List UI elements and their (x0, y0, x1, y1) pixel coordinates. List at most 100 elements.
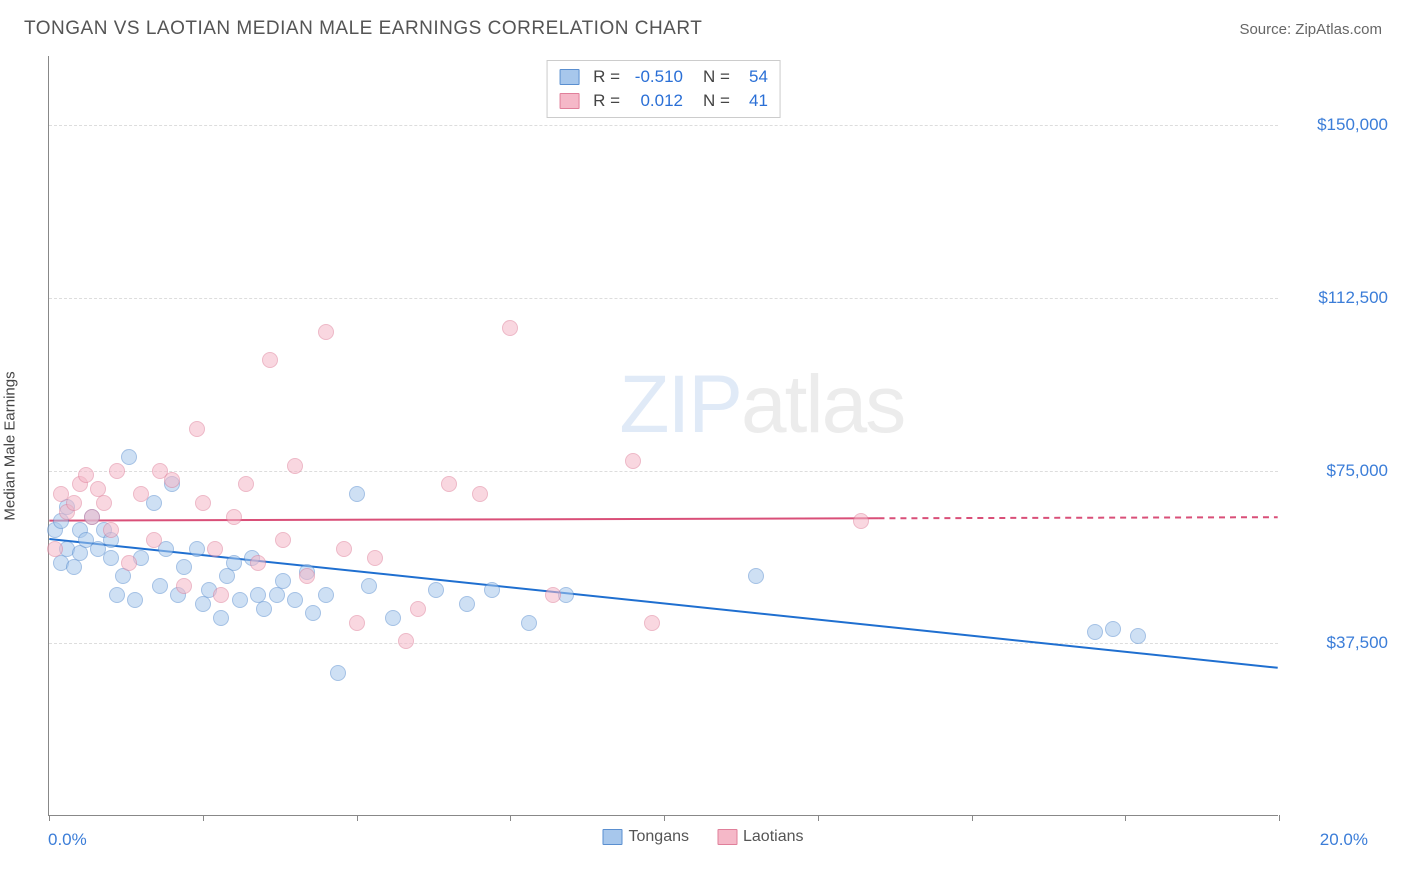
scatter-point (189, 541, 205, 557)
scatter-point (625, 453, 641, 469)
stats-r-label: R = (593, 91, 620, 111)
x-tick (1279, 815, 1280, 821)
scatter-point (133, 486, 149, 502)
scatter-point (484, 582, 500, 598)
scatter-point (305, 605, 321, 621)
scatter-point (269, 587, 285, 603)
scatter-point (103, 550, 119, 566)
scatter-point (262, 352, 278, 368)
legend-item: Laotians (717, 828, 804, 846)
scatter-point (78, 467, 94, 483)
scatter-point (385, 610, 401, 626)
y-tick-label: $37,500 (1288, 633, 1388, 653)
scatter-point (127, 592, 143, 608)
scatter-point (336, 541, 352, 557)
scatter-point (318, 587, 334, 603)
scatter-point (152, 578, 168, 594)
scatter-point (748, 568, 764, 584)
scatter-point (103, 522, 119, 538)
stats-n-value: 41 (738, 91, 768, 111)
stats-n-label: N = (703, 91, 730, 111)
scatter-point (72, 545, 88, 561)
scatter-point (207, 541, 223, 557)
x-tick (1125, 815, 1126, 821)
scatter-point (1130, 628, 1146, 644)
scatter-point (472, 486, 488, 502)
scatter-point (349, 615, 365, 631)
stats-swatch (559, 93, 579, 109)
scatter-point (349, 486, 365, 502)
scatter-point (232, 592, 248, 608)
legend-item: Tongans (603, 828, 690, 846)
scatter-point (176, 578, 192, 594)
scatter-point (318, 324, 334, 340)
x-tick (510, 815, 511, 821)
scatter-point (195, 596, 211, 612)
legend-swatch (603, 829, 623, 845)
stats-row: R =-0.510N =54 (559, 65, 768, 89)
scatter-point (256, 601, 272, 617)
scatter-point (115, 568, 131, 584)
scatter-point (96, 495, 112, 511)
scatter-point (367, 550, 383, 566)
y-tick-label: $150,000 (1288, 115, 1388, 135)
legend-label: Laotians (743, 828, 804, 845)
scatter-point (213, 610, 229, 626)
scatter-point (146, 532, 162, 548)
stats-swatch (559, 69, 579, 85)
scatter-point (275, 573, 291, 589)
y-tick-label: $112,500 (1288, 288, 1388, 308)
x-axis-max-label: 20.0% (1320, 830, 1368, 850)
scatter-point (853, 513, 869, 529)
y-tick-label: $75,000 (1288, 461, 1388, 481)
stats-row: R = 0.012 N = 41 (559, 89, 768, 113)
scatter-point (238, 476, 254, 492)
correlation-stats-box: R =-0.510N =54R =0.012N =41 (546, 60, 781, 118)
y-axis-title: Median Male Earnings (2, 371, 19, 520)
stats-r-label: R = (593, 67, 620, 87)
scatter-point (521, 615, 537, 631)
scatter-point (121, 555, 137, 571)
scatter-point (226, 509, 242, 525)
scatter-point (84, 509, 100, 525)
x-tick (972, 815, 973, 821)
scatter-point (250, 555, 266, 571)
scatter-point (428, 582, 444, 598)
scatter-point (287, 458, 303, 474)
scatter-point (189, 421, 205, 437)
trend-line (49, 518, 878, 520)
scatter-point (1105, 621, 1121, 637)
legend-label: Tongans (629, 828, 690, 845)
chart-title: TONGAN VS LAOTIAN MEDIAN MALE EARNINGS C… (24, 18, 702, 40)
x-tick (357, 815, 358, 821)
scatter-point (441, 476, 457, 492)
scatter-point (644, 615, 660, 631)
scatter-point (361, 578, 377, 594)
x-axis-min-label: 0.0% (48, 830, 87, 850)
scatter-point (164, 472, 180, 488)
scatter-point (502, 320, 518, 336)
stats-r-value: -0.510 (628, 67, 683, 87)
scatter-point (176, 559, 192, 575)
stats-r-value: 0.012 (628, 91, 683, 111)
scatter-point (47, 541, 63, 557)
trend-line-extrapolated (878, 517, 1277, 518)
scatter-point (330, 665, 346, 681)
scatter-point (459, 596, 475, 612)
scatter-point (287, 592, 303, 608)
scatter-point (299, 568, 315, 584)
scatter-point (1087, 624, 1103, 640)
stats-n-label: N = (703, 67, 730, 87)
chart-plot-area: ZIPatlas R =-0.510N =54R =0.012N =41 $37… (48, 56, 1278, 816)
scatter-point (398, 633, 414, 649)
scatter-point (66, 559, 82, 575)
scatter-point (109, 587, 125, 603)
scatter-point (219, 568, 235, 584)
x-tick (818, 815, 819, 821)
scatter-point (275, 532, 291, 548)
x-tick (664, 815, 665, 821)
x-tick (49, 815, 50, 821)
x-tick (203, 815, 204, 821)
scatter-point (109, 463, 125, 479)
scatter-point (213, 587, 229, 603)
